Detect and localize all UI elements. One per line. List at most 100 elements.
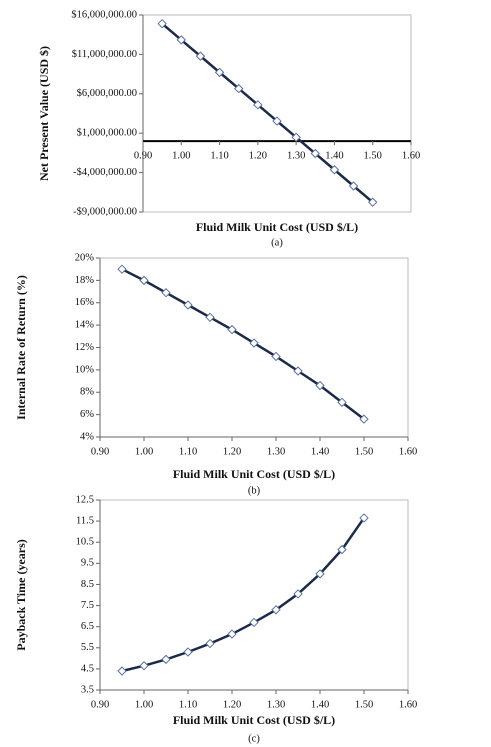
x-tick-label: 0.90 (134, 150, 152, 161)
x-tick-label: 1.30 (287, 150, 305, 161)
caption: (b) (248, 485, 261, 496)
x-axis-title: Fluid Milk Unit Cost (USD $/L) (173, 467, 335, 481)
series-line (161, 22, 374, 204)
point-marker (337, 397, 347, 408)
plot-frame (99, 499, 409, 691)
point-marker (157, 18, 167, 29)
point-marker (139, 275, 149, 286)
point-marker (249, 338, 259, 348)
y-axis-title: Internal Rate of Return (%) (14, 275, 28, 420)
point-marker (271, 605, 281, 615)
x-tick-label: 1.20 (249, 150, 267, 161)
x-tick-label: 1.20 (223, 699, 241, 710)
caption: (a) (271, 237, 283, 248)
y-tick-label: 6% (80, 409, 94, 420)
point-marker (195, 51, 206, 61)
x-axis-title: Fluid Milk Unit Cost (USD $/L) (173, 713, 335, 727)
y-tick-label: 10% (75, 364, 95, 375)
y-axis-title: Net Present Value (USD $) (37, 46, 51, 181)
y-tick-label: 7.5 (81, 600, 94, 611)
y-tick-label: 5.5 (81, 642, 94, 653)
y-tick-label: 8.5 (81, 579, 94, 590)
point-marker (359, 513, 369, 523)
x-tick-label: 1.50 (355, 699, 373, 710)
point-marker (161, 287, 171, 298)
point-marker (234, 83, 244, 94)
point-marker (293, 366, 303, 376)
x-tick-label: 1.40 (311, 699, 329, 710)
point-marker (117, 264, 127, 274)
y-tick-label: 9.5 (81, 558, 94, 569)
point-marker (293, 589, 303, 599)
x-tick-label: 1.50 (355, 446, 373, 457)
x-tick-label: 1.30 (267, 699, 285, 710)
point-marker (315, 569, 325, 579)
point-marker (329, 165, 340, 175)
point-marker (253, 100, 263, 110)
y-tick-label: 16% (75, 297, 95, 308)
y-tick-label: $6,000,000.00 (77, 88, 137, 99)
point-marker (205, 312, 215, 323)
point-marker (139, 661, 149, 671)
y-tick-label: 10.5 (76, 537, 94, 548)
y-tick-label: $11,000,000.00 (72, 49, 137, 60)
point-marker (161, 654, 171, 665)
x-tick-label: 1.60 (399, 446, 417, 457)
point-marker (359, 414, 369, 424)
point-marker (368, 197, 378, 207)
x-tick-label: 1.10 (179, 699, 197, 710)
x-tick-label: 1.40 (311, 446, 329, 457)
x-tick-label: 1.40 (325, 150, 343, 161)
y-axis-title: Payback Time (years) (14, 539, 28, 651)
plot-frame (142, 14, 412, 213)
point-marker (227, 629, 237, 639)
series-line (121, 517, 366, 673)
y-tick-label: -$9,000,000.00 (73, 206, 137, 217)
x-tick-label: 1.10 (210, 150, 228, 161)
point-marker (205, 638, 215, 649)
point-marker (214, 67, 225, 78)
y-tick-label: 11.5 (76, 516, 94, 527)
y-tick-label: 3.5 (81, 684, 94, 695)
point-marker (117, 666, 127, 676)
x-tick-label: 0.90 (91, 446, 109, 457)
point-marker (183, 647, 193, 657)
x-tick-label: 1.00 (135, 446, 153, 457)
y-tick-label: -$4,000,000.00 (73, 167, 137, 178)
point-marker (249, 617, 259, 628)
caption: (c) (248, 733, 260, 744)
point-marker (272, 116, 282, 126)
y-tick-label: 6.5 (81, 621, 94, 632)
series-line (121, 268, 365, 421)
y-tick-label: 14% (75, 320, 95, 331)
y-tick-label: 18% (75, 275, 95, 286)
y-tick-label: 4.5 (81, 663, 94, 674)
y-tick-label: 20% (75, 252, 95, 263)
point-marker (337, 544, 347, 555)
x-tick-label: 1.60 (399, 699, 417, 710)
x-tick-label: 1.00 (135, 699, 153, 710)
y-tick-label: $1,000,000.00 (77, 128, 137, 139)
point-marker (271, 351, 281, 362)
x-tick-label: 0.90 (91, 699, 109, 710)
x-tick-label: 1.00 (172, 150, 190, 161)
y-tick-label: $16,000,000.00 (71, 9, 137, 20)
y-tick-label: 12.5 (76, 494, 94, 505)
point-marker (310, 148, 320, 159)
y-tick-label: 12% (75, 342, 95, 353)
x-tick-label: 1.20 (223, 446, 241, 457)
point-marker (176, 35, 186, 45)
y-tick-label: 4% (80, 431, 94, 442)
x-axis-title: Fluid Milk Unit Cost (USD $/L) (196, 220, 358, 234)
point-marker (291, 132, 301, 143)
x-tick-label: 1.30 (267, 446, 285, 457)
point-marker (227, 324, 237, 335)
point-marker (348, 181, 359, 191)
y-tick-label: 8% (80, 387, 94, 398)
point-marker (315, 380, 325, 391)
point-marker (183, 300, 193, 310)
x-tick-label: 1.50 (364, 150, 382, 161)
x-tick-label: 1.60 (402, 150, 420, 161)
